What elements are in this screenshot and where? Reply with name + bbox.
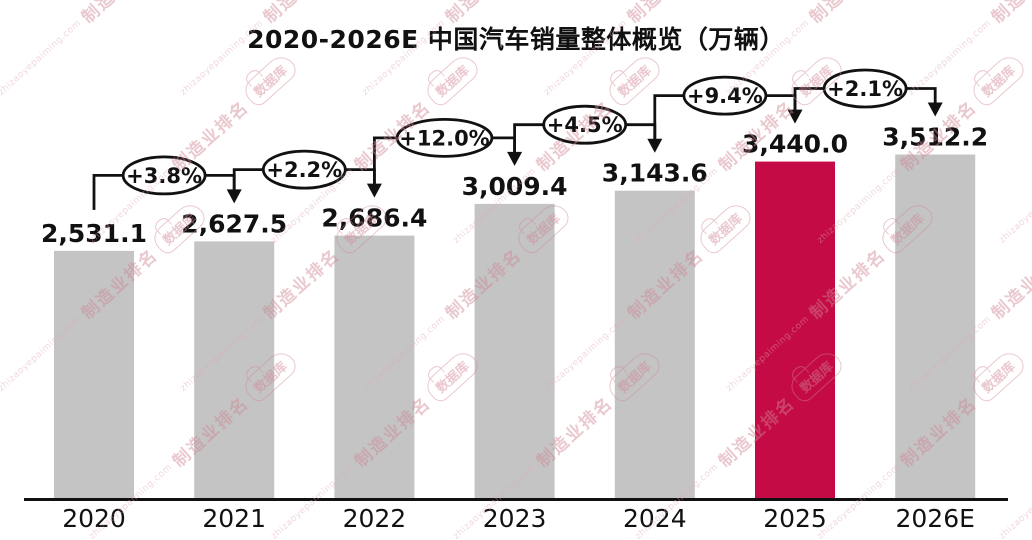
bar-value-label-2025: 3,440.0 [742, 130, 848, 159]
x-tick-label-2026E: 2026E [895, 504, 974, 533]
x-tick-label-2025: 2025 [763, 504, 827, 533]
growth-ellipse-2021 [121, 155, 207, 196]
bar-2025 [755, 161, 835, 500]
bar-2022 [334, 235, 415, 500]
growth-ellipse-2024 [542, 104, 628, 145]
x-tick-label-2020: 2020 [62, 504, 126, 533]
bar-value-label-2020: 2,531.1 [41, 219, 147, 248]
chart-title: 2020-2026E 中国汽车销量整体概览（万辆） [247, 25, 785, 54]
bar-value-label-2023: 3,009.4 [462, 172, 568, 201]
x-tick-label-2023: 2023 [483, 504, 547, 533]
growth-ellipse-2022 [261, 149, 347, 190]
growth-percent-label-2025: +9.4% [687, 84, 763, 108]
x-tick-label-2022: 2022 [343, 504, 407, 533]
bar-2024 [614, 190, 695, 500]
bar-2026E [895, 154, 976, 500]
growth-percent-label-2024: +4.5% [547, 113, 623, 137]
growth-arrowhead-2026E [927, 102, 943, 117]
bar-value-label-2024: 3,143.6 [602, 159, 708, 188]
x-tick-label-2021: 2021 [202, 504, 266, 533]
bar-value-label-2021: 2,627.5 [181, 209, 287, 238]
x-tick-label-2024: 2024 [623, 504, 687, 533]
growth-percent-label-2023: +12.0% [399, 126, 489, 150]
bar-value-label-2022: 2,686.4 [321, 204, 427, 233]
growth-percent-label-2021: +3.8% [126, 164, 202, 188]
bar-2020 [54, 250, 134, 500]
growth-ellipse-2026E [822, 68, 908, 109]
growth-percent-label-2022: +2.2% [266, 158, 342, 182]
bar-2021 [194, 241, 275, 500]
growth-ellipse-2023 [395, 117, 494, 158]
bar-2023 [474, 203, 555, 500]
bar-value-label-2026E: 3,512.2 [882, 123, 988, 152]
growth-percent-label-2026E: +2.1% [827, 77, 903, 101]
growth-ellipse-2025 [682, 75, 768, 116]
